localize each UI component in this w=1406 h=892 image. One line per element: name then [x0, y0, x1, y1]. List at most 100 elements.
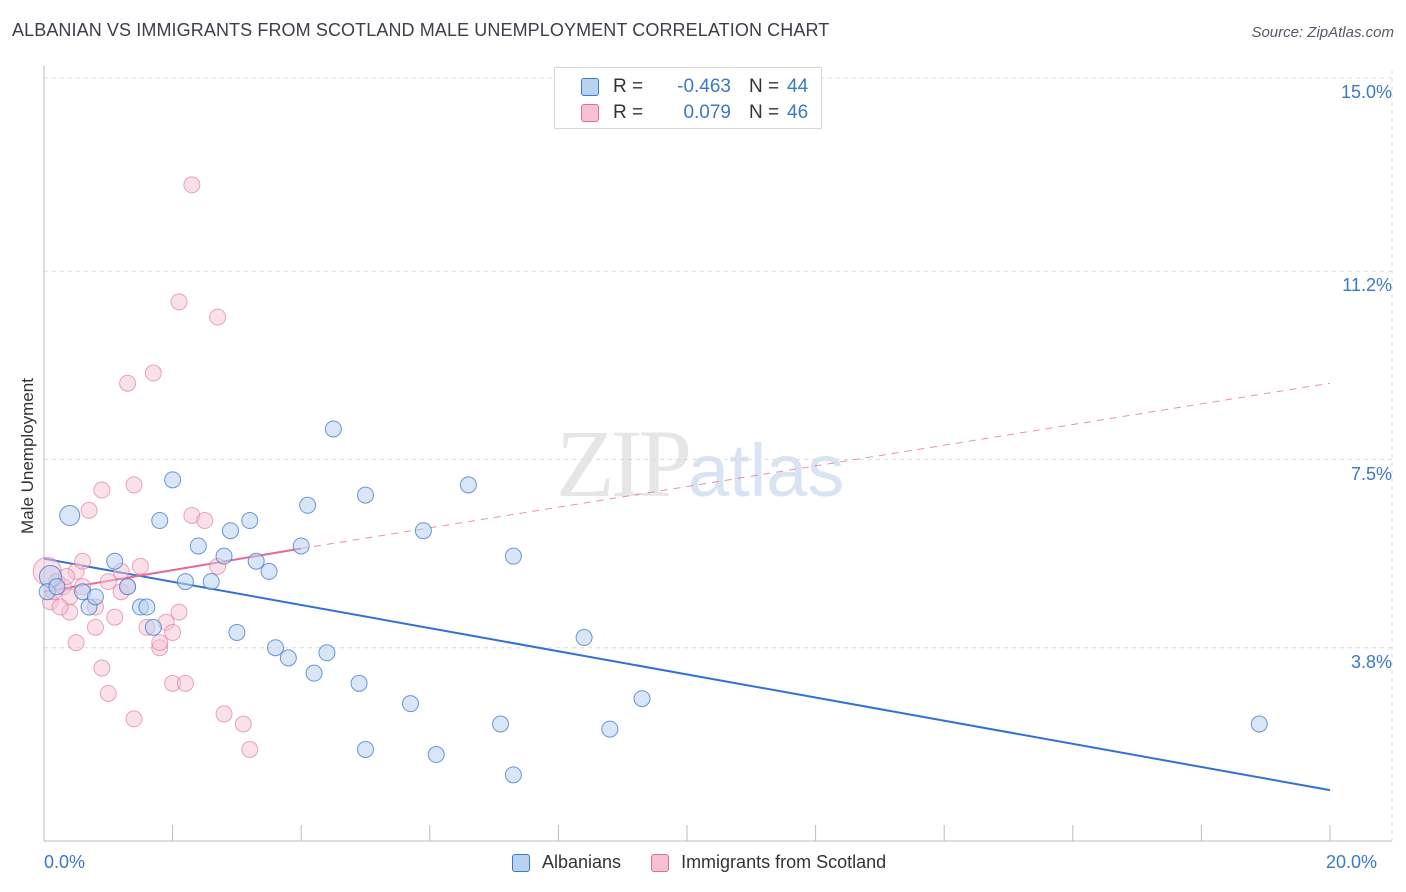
y-tick-label: 11.2%	[1342, 275, 1392, 296]
albanian-point	[357, 740, 374, 758]
r-value: 0.079	[683, 102, 731, 123]
scotland-point	[215, 705, 233, 723]
albanian-point	[292, 537, 310, 555]
albanian-point	[119, 578, 137, 596]
r-label: R =	[613, 76, 644, 97]
x-tick-label-max: 20.0%	[1326, 852, 1378, 872]
scotland-trend-extension	[301, 382, 1331, 550]
legend-label: Albanians	[542, 852, 622, 872]
watermark: ZIPatlas	[556, 408, 844, 519]
albanian-point	[324, 420, 342, 438]
albanian-point	[459, 476, 477, 494]
legend-label: Immigrants from Scotland	[681, 852, 887, 872]
scotland-point	[74, 552, 92, 570]
albanian-point	[427, 746, 445, 764]
albanian-point	[221, 522, 239, 540]
albanian-point	[59, 504, 81, 526]
scotland-legend-swatch	[651, 853, 670, 872]
scotland-point	[51, 598, 69, 616]
albanian-point	[279, 649, 297, 667]
albanian-point	[318, 644, 336, 662]
watermark-atlas: atlas	[688, 429, 845, 512]
y-tick-label: 3.8%	[1350, 651, 1392, 672]
albanian-point	[601, 720, 619, 738]
albanian-point	[350, 674, 368, 692]
albanian-point	[176, 573, 194, 591]
albanian-point	[106, 552, 124, 570]
n-label: N =	[749, 76, 780, 97]
watermark-zip: ZIP	[556, 410, 692, 517]
scotland-point	[99, 684, 117, 702]
albanian-point	[575, 629, 593, 647]
legend-item-scotland[interactable]: Immigrants from Scotland	[651, 852, 886, 873]
scotland-point	[234, 715, 252, 733]
r-value: -0.463	[677, 76, 731, 97]
scotland-point	[93, 659, 111, 677]
scotland-point	[93, 481, 111, 499]
scotland-point	[99, 573, 117, 591]
albanian-point	[504, 547, 522, 565]
scotland-point	[176, 674, 194, 692]
albanian-point	[241, 512, 259, 530]
albanian-point	[504, 766, 522, 784]
scotland-point	[125, 710, 143, 728]
source-label: Source: ZipAtlas.com	[1251, 24, 1394, 41]
scotland-point	[131, 557, 149, 575]
scotland-point	[86, 618, 104, 636]
albanian-point	[202, 573, 220, 591]
n-value: 44	[787, 76, 809, 97]
albanian-point	[138, 598, 156, 616]
scotland-point	[183, 176, 201, 194]
r-label: R =	[613, 102, 644, 123]
albanian-point	[189, 537, 207, 555]
n-label: N =	[749, 102, 780, 123]
scotland-point	[119, 374, 137, 392]
x-tick-label-min: 0.0%	[44, 852, 86, 872]
albanian-point	[86, 588, 104, 606]
scotland-point	[144, 364, 162, 382]
albanian-point	[144, 618, 162, 636]
n-value: 46	[787, 102, 809, 123]
albanian-point	[164, 471, 182, 489]
albanian-point	[151, 512, 169, 530]
y-tick-label: 15.0%	[1340, 82, 1392, 102]
scotland-point	[125, 476, 143, 494]
albanian-point	[299, 496, 317, 514]
scotland-point	[241, 740, 259, 758]
scotland-point	[170, 293, 188, 311]
albanians-trend-line	[43, 557, 1331, 792]
y-tick-label: 7.5%	[1350, 463, 1392, 484]
scotland-swatch	[581, 104, 599, 122]
legend-item-albanians[interactable]: Albanians	[512, 852, 621, 873]
stats-legend: R = -0.463 N = 44 R = 0.079 N = 46	[554, 67, 822, 129]
albanian-point	[402, 695, 420, 713]
albanian-point	[266, 639, 284, 657]
albanians-legend-swatch	[512, 853, 530, 872]
albanian-point	[305, 664, 323, 682]
bottom-legend: Albanians Immigrants from Scotland	[512, 852, 916, 873]
scotland-point	[151, 634, 169, 652]
scotland-point	[196, 512, 214, 530]
stats-row-albanians: R = -0.463 N = 44	[581, 74, 808, 100]
scotland-point	[209, 308, 227, 326]
albanian-point	[215, 547, 233, 565]
albanian-point	[228, 623, 246, 641]
y-axis-label: Male Unemployment	[18, 378, 37, 534]
scotland-point	[170, 603, 188, 621]
albanian-point	[414, 522, 432, 540]
data-points	[32, 176, 1268, 784]
albanian-point	[48, 578, 66, 596]
scotland-point	[67, 634, 85, 652]
axes	[43, 66, 1392, 842]
chart-title: ALBANIAN VS IMMIGRANTS FROM SCOTLAND MAL…	[12, 20, 830, 40]
albanian-point	[357, 486, 374, 504]
albanians-swatch	[581, 78, 599, 96]
scotland-point	[106, 608, 124, 626]
albanian-point	[247, 552, 265, 570]
albanian-point	[260, 562, 278, 580]
stats-row-scotland: R = 0.079 N = 46	[581, 100, 808, 126]
albanian-point	[492, 715, 510, 733]
scotland-point	[164, 623, 182, 641]
scotland-point	[80, 501, 98, 519]
